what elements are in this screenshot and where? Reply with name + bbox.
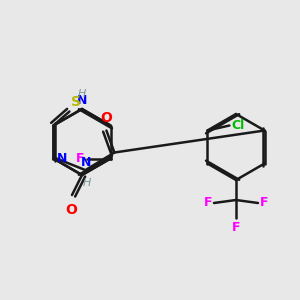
- Text: F: F: [203, 196, 212, 209]
- Text: Cl: Cl: [231, 119, 245, 132]
- Text: F: F: [76, 152, 85, 165]
- Text: N: N: [77, 94, 87, 107]
- Text: H: H: [78, 89, 86, 99]
- Text: S: S: [71, 95, 81, 110]
- Text: N: N: [81, 157, 92, 169]
- Text: F: F: [232, 221, 240, 234]
- Text: F: F: [260, 196, 269, 209]
- Text: N: N: [56, 152, 67, 165]
- Text: O: O: [100, 110, 112, 124]
- Text: O: O: [65, 203, 77, 217]
- Text: H: H: [82, 178, 91, 188]
